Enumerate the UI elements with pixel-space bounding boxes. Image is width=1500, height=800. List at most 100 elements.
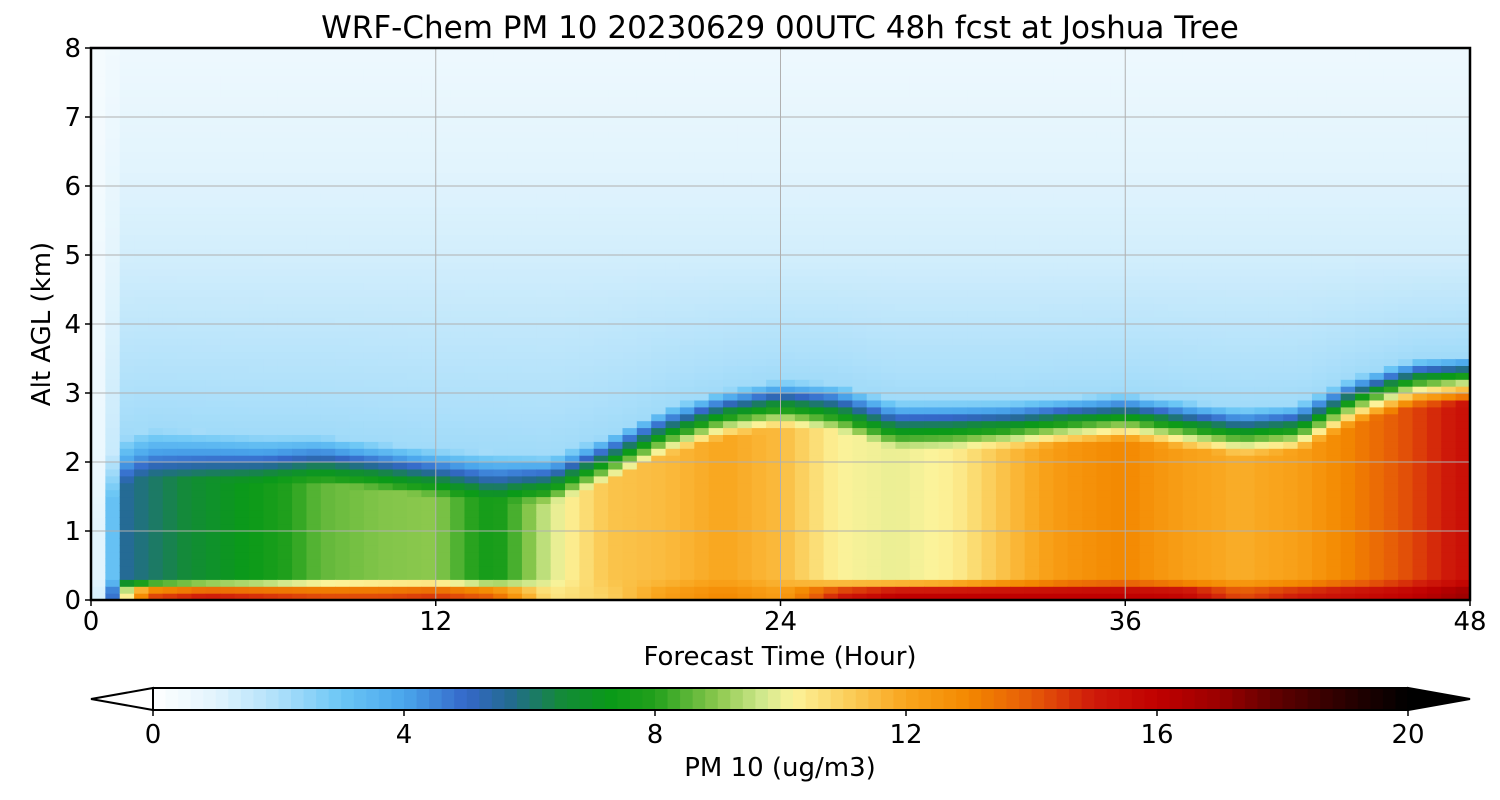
heatmap-cell	[407, 420, 422, 429]
heatmap-cell	[981, 455, 997, 463]
heatmap-cell	[679, 448, 695, 456]
heatmap-cell	[220, 393, 236, 401]
heatmap-cell	[823, 358, 839, 366]
heatmap-cell	[794, 351, 810, 360]
heatmap-cell	[550, 462, 566, 470]
heatmap-cell	[708, 282, 724, 291]
heatmap-cell	[493, 441, 509, 449]
heatmap-cell	[809, 137, 825, 146]
heatmap-cell	[579, 282, 595, 291]
heatmap-cell	[134, 165, 150, 173]
heatmap-cell	[249, 54, 264, 63]
heatmap-cell	[723, 358, 738, 366]
heatmap-cell	[407, 220, 422, 228]
heatmap-cell	[263, 510, 279, 518]
heatmap-cell	[780, 89, 796, 97]
heatmap-cell	[335, 144, 351, 153]
heatmap-cell	[205, 123, 221, 132]
heatmap-cell	[450, 172, 466, 180]
heatmap-cell	[177, 455, 193, 463]
heatmap-cell	[177, 393, 193, 401]
heatmap-cell	[823, 54, 839, 63]
heatmap-cell	[249, 137, 264, 146]
heatmap-cell	[378, 144, 394, 153]
heatmap-cell	[407, 261, 422, 270]
heatmap-cell	[478, 558, 494, 567]
heatmap-cell	[363, 468, 379, 477]
heatmap-cell	[277, 117, 293, 125]
heatmap-cell	[737, 593, 753, 600]
heatmap-cell	[450, 537, 466, 546]
heatmap-cell	[378, 54, 394, 63]
heatmap-cell	[234, 379, 250, 387]
heatmap-cell	[119, 158, 135, 166]
heatmap-cell	[435, 344, 451, 353]
heatmap-cell	[837, 172, 853, 180]
heatmap-cell	[881, 303, 897, 311]
heatmap-cell	[521, 330, 537, 339]
heatmap-cell	[177, 344, 193, 353]
heatmap-cell	[981, 531, 997, 539]
heatmap-cell	[148, 234, 164, 242]
heatmap-cell	[91, 344, 106, 353]
heatmap-cell	[234, 441, 250, 449]
heatmap-cell	[105, 103, 121, 111]
heatmap-cell	[363, 241, 379, 249]
heatmap-cell	[421, 579, 437, 587]
heatmap-cell	[766, 558, 782, 567]
heatmap-cell	[421, 386, 437, 394]
heatmap-cell	[392, 144, 408, 153]
heatmap-cell	[320, 358, 336, 366]
heatmap-cell	[780, 179, 796, 187]
heatmap-cell	[407, 234, 422, 242]
heatmap-cell	[766, 524, 782, 532]
heatmap-cell	[952, 544, 968, 553]
heatmap-cell	[938, 179, 954, 187]
heatmap-cell	[177, 130, 193, 139]
heatmap-cell	[435, 303, 451, 311]
heatmap-cell	[823, 255, 839, 263]
heatmap-cell	[952, 103, 968, 111]
heatmap-cell	[234, 296, 250, 304]
heatmap-cell	[579, 517, 595, 525]
heatmap-cell	[507, 227, 523, 235]
heatmap-cell	[205, 220, 221, 228]
heatmap-cell	[823, 551, 839, 560]
heatmap-cell	[335, 213, 351, 222]
heatmap-cell	[593, 531, 609, 539]
heatmap-cell	[881, 593, 897, 600]
heatmap-cell	[162, 330, 178, 339]
heatmap-cell	[737, 220, 753, 228]
heatmap-cell	[162, 448, 178, 456]
heatmap-cell	[263, 399, 279, 408]
heatmap-cell	[134, 434, 150, 442]
heatmap-cell	[665, 393, 681, 401]
heatmap-cell	[881, 117, 897, 125]
heatmap-cell	[550, 565, 566, 573]
heatmap-cell	[737, 103, 753, 111]
heatmap-cell	[809, 206, 825, 215]
heatmap-cell	[723, 420, 738, 429]
heatmap-cell	[363, 89, 379, 97]
heatmap-cell	[177, 268, 193, 277]
heatmap-cell	[622, 75, 638, 84]
heatmap-cell	[737, 510, 753, 518]
heatmap-cell	[335, 158, 351, 166]
heatmap-cell	[565, 503, 580, 511]
heatmap-cell	[378, 220, 394, 228]
heatmap-cell	[162, 54, 178, 63]
heatmap-cell	[636, 213, 652, 222]
heatmap-cell	[723, 61, 738, 70]
heatmap-cell	[148, 89, 164, 97]
heatmap-cell	[751, 427, 767, 435]
heatmap-cell	[852, 337, 868, 346]
heatmap-cell	[751, 199, 767, 208]
heatmap-cell	[938, 103, 954, 111]
heatmap-cell	[866, 510, 882, 518]
heatmap-cell	[636, 482, 652, 491]
heatmap-cell	[679, 337, 695, 346]
heatmap-cell	[507, 427, 523, 435]
heatmap-cell	[579, 172, 595, 180]
heatmap-cell	[866, 558, 882, 567]
heatmap-cell	[565, 317, 580, 325]
